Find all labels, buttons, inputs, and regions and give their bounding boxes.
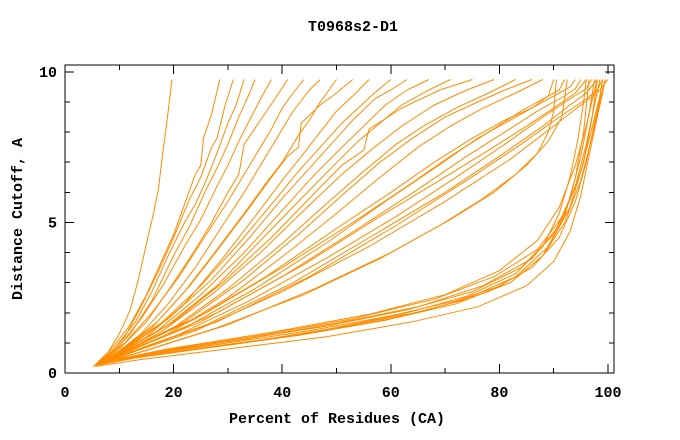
- series-line: [98, 79, 604, 365]
- series-line: [95, 79, 606, 367]
- x-axis-label: Percent of Residues (CA): [229, 411, 445, 428]
- x-tick-label: 80: [490, 385, 508, 402]
- series-line: [98, 79, 354, 364]
- x-tick-label: 40: [273, 385, 291, 402]
- series-line: [94, 79, 256, 366]
- series-line: [98, 79, 272, 365]
- y-tick-label: 0: [48, 366, 57, 383]
- series-line: [96, 79, 576, 366]
- series-line: [99, 79, 473, 364]
- series-line: [97, 79, 289, 365]
- y-tick-label: 10: [39, 65, 57, 82]
- series-line: [100, 79, 566, 364]
- series-line: [97, 79, 245, 365]
- series-line: [94, 79, 221, 366]
- series-line: [99, 79, 305, 363]
- series-line: [98, 79, 568, 365]
- axes-group: 0 20 40 60 80 100 0 5 10: [39, 64, 622, 402]
- series-line: [97, 79, 582, 365]
- series-line: [100, 79, 408, 364]
- series-line: [97, 79, 598, 365]
- x-tick-label: 0: [60, 385, 69, 402]
- y-tick-label: 5: [48, 215, 57, 232]
- series-line: [97, 79, 451, 365]
- series-line: [97, 79, 601, 365]
- series-line: [99, 79, 587, 365]
- series-line: [97, 79, 337, 365]
- y-axis-label: Distance Cutoff, A: [10, 138, 27, 300]
- series-group: [92, 79, 609, 368]
- series-line: [97, 79, 590, 365]
- chart-title: T0968s2-D1: [308, 19, 398, 36]
- x-tick-label: 100: [595, 385, 622, 402]
- series-line: [99, 79, 604, 364]
- x-tick-label: 60: [382, 385, 400, 402]
- x-tick-label: 20: [165, 385, 183, 402]
- series-line: [95, 79, 495, 366]
- series-line: [96, 79, 234, 365]
- series-line: [98, 79, 587, 365]
- series-line: [98, 79, 533, 365]
- series-line: [97, 79, 516, 365]
- plot-frame: [64, 64, 615, 374]
- series-line: [97, 79, 392, 365]
- series-line: [99, 79, 598, 364]
- series-line: [96, 79, 321, 366]
